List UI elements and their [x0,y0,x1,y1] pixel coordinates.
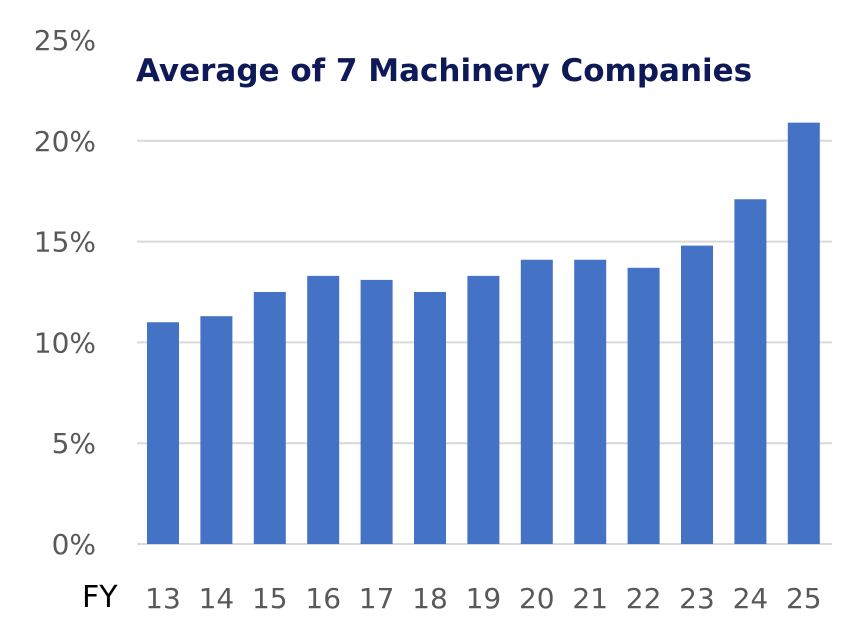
x-tick-label: 15 [252,582,288,615]
x-tick-label: 18 [412,582,448,615]
bar-fy15 [253,292,286,544]
bar-fy25 [787,122,820,544]
x-tick-label: 19 [466,582,502,615]
bar-fy20 [520,259,553,544]
x-tick-label: 17 [359,582,395,615]
bar-fy17 [360,279,393,544]
bar-fy21 [574,259,607,544]
bar-fy18 [414,292,446,544]
x-tick-label: 13 [145,582,181,615]
y-tick-label: 5% [52,427,96,460]
y-tick-label: 15% [34,226,96,259]
bar-fy13 [147,322,179,544]
x-tick-label: 23 [679,582,715,615]
x-tick-label: 22 [626,582,662,615]
y-tick-label: 10% [34,326,96,359]
bar-fy19 [467,275,500,544]
y-axis-tick-labels: 0% 5% 10% 15% 20% 25% [34,24,96,561]
x-axis-title: FY [82,580,118,615]
x-tick-label: 24 [733,582,769,615]
x-axis-tick-labels: 13 14 15 16 17 18 19 20 21 22 23 24 25 [145,582,821,615]
x-tick-label: 16 [305,582,341,615]
bar-fy24 [734,199,767,545]
y-tick-label: 20% [34,125,96,158]
chart-title: Average of 7 Machinery Companies [136,53,752,89]
bar-fy14 [200,316,233,544]
bar-fy22 [627,267,660,544]
y-tick-label: 0% [52,528,96,561]
bar-fy23 [681,245,713,544]
y-tick-label: 25% [34,24,96,57]
x-tick-label: 14 [199,582,235,615]
x-tick-label: 25 [786,582,822,615]
bar-fy16 [307,275,340,544]
bars [147,122,820,545]
x-tick-label: 21 [572,582,608,615]
x-tick-label: 20 [519,582,555,615]
